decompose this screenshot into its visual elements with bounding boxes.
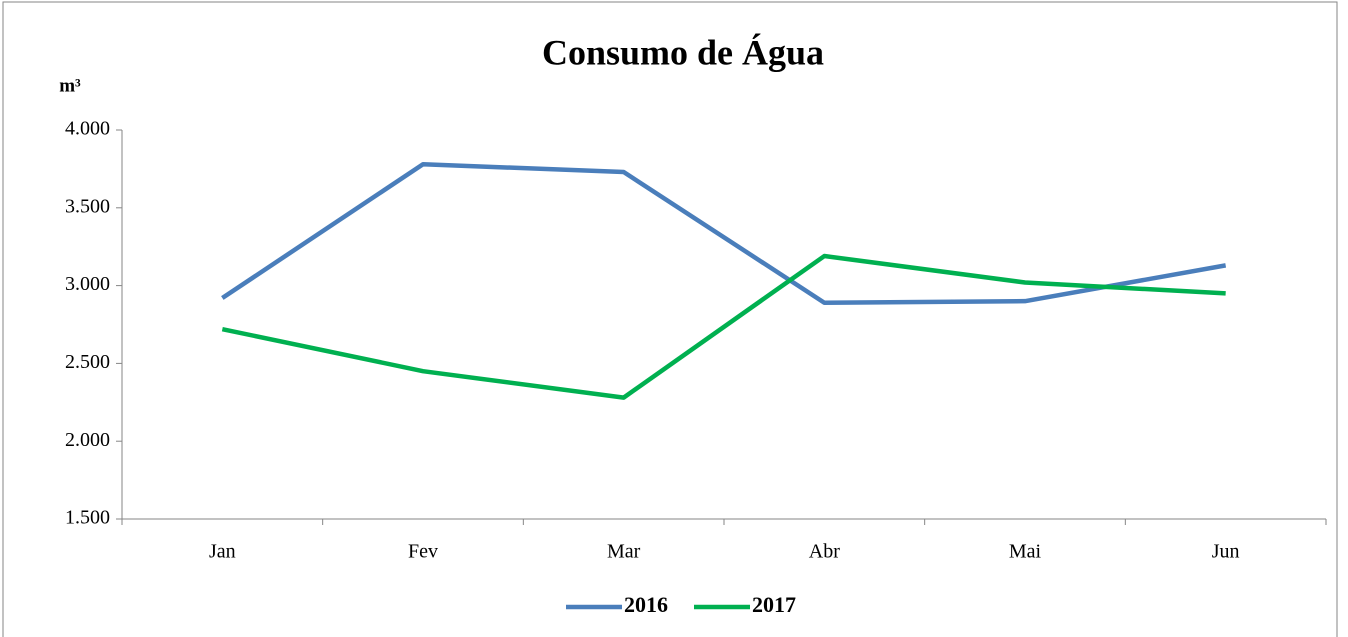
line-series xyxy=(221,253,1226,400)
legend: 2016 2017 xyxy=(566,592,796,617)
x-tick-label: Fev xyxy=(408,541,438,563)
x-tick-label: Jun xyxy=(1212,541,1240,563)
legend-label: 2016 xyxy=(624,592,668,617)
y-axis-label: m³ xyxy=(59,75,81,96)
x-tick-label: Jan xyxy=(209,541,236,563)
y-tick-label: 2.500 xyxy=(65,351,110,373)
line-series xyxy=(221,161,1227,305)
x-tick-label: Abr xyxy=(809,541,840,563)
y-tick-label: 4.000 xyxy=(65,118,110,140)
x-tick-label: Mai xyxy=(1009,541,1042,563)
chart-title: Consumo de Água xyxy=(542,32,824,72)
y-tick-label: 3.000 xyxy=(65,273,110,295)
legend-label: 2017 xyxy=(752,592,796,617)
y-tick-label: 1.500 xyxy=(65,507,110,529)
y-tick-label: 3.500 xyxy=(65,195,110,217)
x-tick-label: Mar xyxy=(607,541,641,563)
y-tick-label: 2.000 xyxy=(65,429,110,451)
